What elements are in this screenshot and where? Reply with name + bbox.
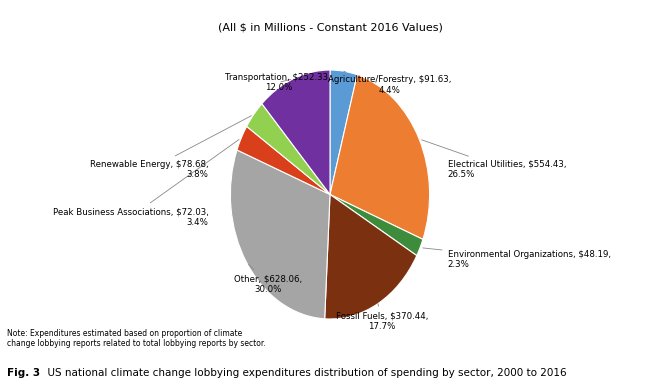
Text: Transportation, $252.33,
12.0%: Transportation, $252.33, 12.0% xyxy=(225,73,331,92)
Wedge shape xyxy=(330,75,430,239)
Text: Fossil Fuels, $370.44,
17.7%: Fossil Fuels, $370.44, 17.7% xyxy=(335,303,428,331)
Wedge shape xyxy=(325,194,416,319)
Text: Peak Business Associations, $72.03,
3.4%: Peak Business Associations, $72.03, 3.4% xyxy=(53,140,239,227)
Text: Electrical Utilities, $554.43,
26.5%: Electrical Utilities, $554.43, 26.5% xyxy=(422,140,566,179)
Wedge shape xyxy=(262,70,330,194)
Text: Agriculture/Forestry, $91.63,
4.4%: Agriculture/Forestry, $91.63, 4.4% xyxy=(327,71,451,95)
Text: Fig. 3: Fig. 3 xyxy=(7,368,40,378)
Wedge shape xyxy=(330,70,357,194)
Text: Other, $628.06,
30.0%: Other, $628.06, 30.0% xyxy=(234,264,302,294)
Wedge shape xyxy=(330,194,423,256)
Text: Renewable Energy, $78.68,
3.8%: Renewable Energy, $78.68, 3.8% xyxy=(90,116,251,179)
Wedge shape xyxy=(230,150,330,319)
Text: US national climate change lobbying expenditures distribution of spending by sec: US national climate change lobbying expe… xyxy=(41,368,566,378)
Title: (All $ in Millions - Constant 2016 Values): (All $ in Millions - Constant 2016 Value… xyxy=(218,23,442,33)
Wedge shape xyxy=(247,104,330,194)
Wedge shape xyxy=(237,126,330,194)
Text: Note: Expenditures estimated based on proportion of climate
change lobbying repo: Note: Expenditures estimated based on pr… xyxy=(7,329,265,348)
Text: Environmental Organizations, $48.19,
2.3%: Environmental Organizations, $48.19, 2.3… xyxy=(423,248,610,269)
